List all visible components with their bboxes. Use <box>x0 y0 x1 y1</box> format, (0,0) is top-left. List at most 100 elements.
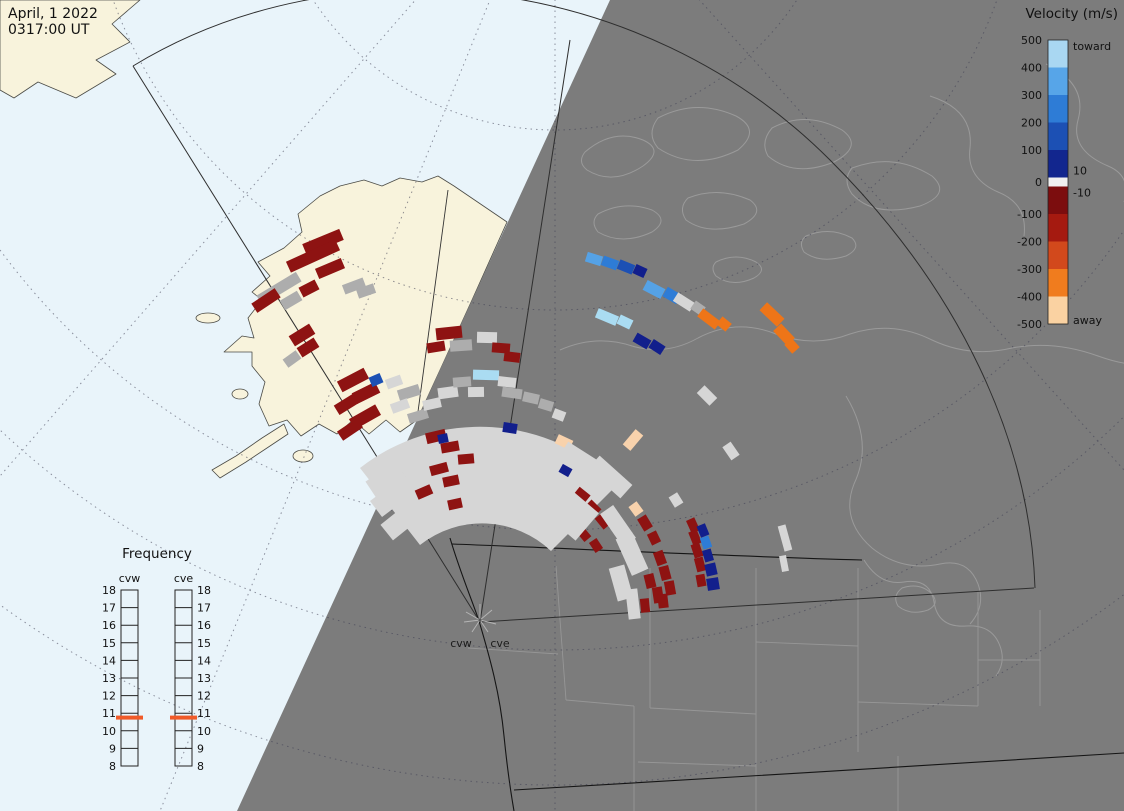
colorbar-segment <box>1048 40 1068 68</box>
radar-echo-cell <box>389 398 411 414</box>
radar-echo-cell <box>625 588 641 620</box>
radar-echo-cell <box>426 340 446 354</box>
colorbar-tick-label: 0 <box>1035 176 1042 189</box>
radar-echo-cell <box>759 302 785 327</box>
radar-echo-cell <box>414 484 434 500</box>
timestamp-time: 0317:00 UT <box>8 22 90 38</box>
radar-echo-cell <box>282 350 302 368</box>
land-alaska <box>223 175 508 437</box>
timestamp-date: April, 1 2022 <box>8 6 98 22</box>
radar-echo-cell <box>716 316 732 332</box>
southern-line <box>513 752 1124 791</box>
frequency-tick-label: 12 <box>102 690 116 703</box>
radar-echo-cell <box>663 580 677 596</box>
radar-echoes <box>251 228 800 620</box>
radar-echo-cell <box>639 598 651 613</box>
frequency-tick-label: 11 <box>102 707 116 720</box>
radar-echo-cell <box>632 263 648 279</box>
radar-echo-cell <box>697 308 721 330</box>
radar-echo-cell <box>449 339 473 352</box>
radar-echo-cell <box>584 251 604 267</box>
radar-echo-cell <box>779 554 789 573</box>
radar-echo-cell <box>314 257 346 280</box>
radar-echo-cell <box>341 277 367 295</box>
frequency-tick-label: 16 <box>197 619 211 632</box>
colorbar-tick-label: -400 <box>1017 291 1042 304</box>
radar-echo-cell <box>384 374 404 390</box>
frequency-legend: cvw18171615141312111098cve18171615141312… <box>102 572 211 773</box>
frequency-tick-label: 10 <box>197 725 211 738</box>
radar-echo-cell <box>501 386 523 400</box>
colorbar-tick-label: -200 <box>1017 236 1042 249</box>
colorbar-tick-label: -300 <box>1017 263 1042 276</box>
radar-echo-cell <box>285 239 341 273</box>
radar-echo-cell <box>429 461 449 477</box>
fov-middle-edge <box>479 39 571 623</box>
radar-echo-cell <box>351 381 381 405</box>
colorbar-segment <box>1048 67 1068 95</box>
radar-echo-cell <box>784 338 800 354</box>
frequency-tick-label: 15 <box>197 637 211 650</box>
colorbar-segment <box>1048 150 1068 178</box>
radar-echo-cell <box>279 290 303 311</box>
radar-echo-cell <box>296 337 320 358</box>
radar-echo-cell <box>435 325 463 341</box>
radar-echo-cell <box>646 530 662 546</box>
frequency-tick-label: 10 <box>102 725 116 738</box>
colorbar-frame <box>1047 39 1069 325</box>
radar-echo-cell <box>457 453 475 465</box>
radar-echo-cell <box>251 288 281 313</box>
island-kodiak <box>292 449 314 463</box>
radar-echo-cell <box>706 577 720 591</box>
island-nunivak <box>231 388 249 400</box>
radar-echo-cell <box>773 323 795 346</box>
radar-echo-cell <box>491 342 511 354</box>
radar-echo-cell <box>336 418 364 441</box>
radar-echo-cell <box>777 524 793 552</box>
colorbar-toward-label: toward <box>1073 40 1111 53</box>
radar-echo-cell <box>437 385 459 400</box>
fov-right-edge <box>479 587 1035 623</box>
radar-echo-cell <box>699 535 713 550</box>
radar-echo-cell <box>693 556 707 573</box>
colorbar-tick-label: 500 <box>1021 34 1042 47</box>
radar-echo-cell <box>467 386 485 398</box>
radar-echo-cell <box>588 538 604 553</box>
colorbar-segment <box>1048 269 1068 297</box>
radar-echo-cell <box>545 487 599 541</box>
pacific-coastline <box>449 537 515 811</box>
radar-echo-cell <box>503 351 521 363</box>
frequency-tick-label: 12 <box>197 690 211 703</box>
radar-echo-cell <box>632 332 652 350</box>
radar-echo-cell <box>298 279 320 298</box>
frequency-tick-label: 14 <box>102 654 116 667</box>
frequency-tick-label: 14 <box>197 654 211 667</box>
radar-echo-cell <box>537 398 555 412</box>
radar-echo-cell <box>688 529 702 546</box>
radar-echo-cell <box>696 523 710 538</box>
radar-echo-cell <box>616 314 634 330</box>
radar-echo-cell <box>704 562 718 577</box>
colorbar-tick-label: -500 <box>1017 318 1042 331</box>
frequency-tick-label: 13 <box>197 672 211 685</box>
frequency-tick-label: 9 <box>109 742 116 755</box>
radar-echo-cell <box>497 376 517 388</box>
frequency-column-label: cve <box>174 572 194 585</box>
radar-echo-cell <box>368 373 384 387</box>
radar-site-marker <box>463 604 497 633</box>
radar-echo-cell <box>615 532 649 576</box>
radar-echo-cell <box>696 385 718 406</box>
alaska-yukon-border <box>416 189 449 420</box>
frequency-tick-label: 18 <box>197 584 211 597</box>
radar-echo-cell <box>502 421 518 435</box>
radar-echo-cell <box>406 408 430 424</box>
state-borders <box>467 565 1041 811</box>
radar-label-cvw: cvw <box>450 637 472 650</box>
island-st-lawrence <box>195 312 221 324</box>
radar-echo-cell <box>452 376 472 388</box>
colorbar-segment <box>1048 214 1068 242</box>
colorbar-segment <box>1048 186 1068 214</box>
colorbar-tick-label: 200 <box>1021 117 1042 130</box>
frequency-marker <box>170 715 197 720</box>
radar-echo-cell <box>668 492 684 508</box>
